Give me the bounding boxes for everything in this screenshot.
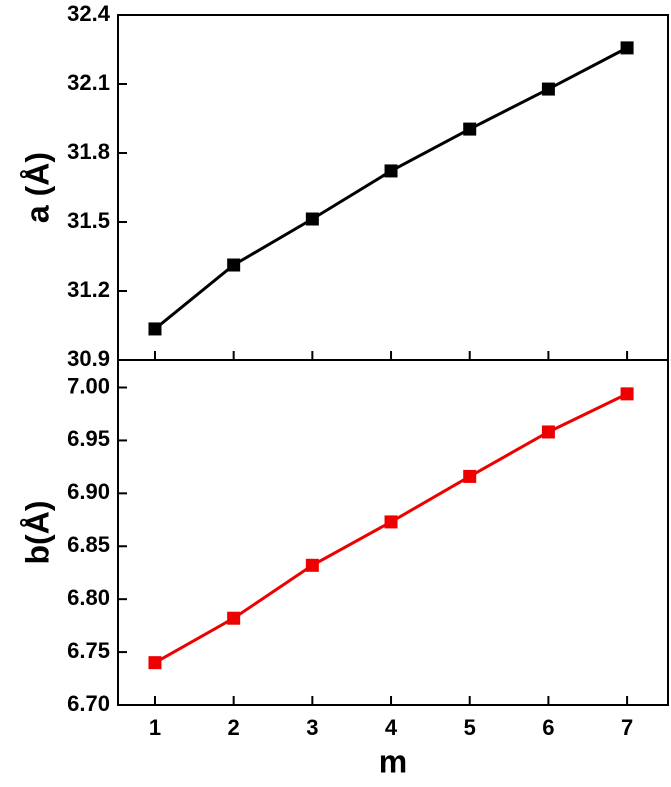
- x-tick-label: 4: [385, 715, 398, 740]
- y-tick-label: 30.9: [67, 346, 110, 371]
- x-tick-label: 2: [228, 715, 240, 740]
- y-axis-label: b(Å): [19, 501, 55, 565]
- marker: [620, 387, 634, 401]
- marker: [227, 611, 241, 625]
- marker: [227, 258, 241, 272]
- plot-frame: [117, 14, 669, 361]
- marker: [148, 322, 162, 336]
- marker: [620, 41, 634, 55]
- marker: [384, 515, 398, 529]
- y-tick-label: 6.75: [67, 638, 110, 663]
- y-tick-label: 6.70: [67, 691, 110, 716]
- y-tick-label: 6.80: [67, 585, 110, 610]
- marker: [384, 164, 398, 178]
- x-tick-label: 6: [542, 715, 554, 740]
- marker: [463, 122, 477, 136]
- x-tick-label: 5: [464, 715, 476, 740]
- marker: [463, 469, 477, 483]
- plot-frame: [117, 359, 669, 706]
- x-tick-label: 3: [306, 715, 318, 740]
- y-tick-label: 31.2: [67, 277, 110, 302]
- series-line: [154, 46, 628, 331]
- marker: [541, 82, 555, 96]
- y-tick-label: 6.90: [67, 479, 110, 504]
- y-axis-label: a (Å): [19, 152, 55, 223]
- y-tick-label: 31.8: [67, 139, 110, 164]
- marker: [305, 212, 319, 226]
- marker: [541, 425, 555, 439]
- y-tick-label: 6.85: [67, 532, 110, 557]
- marker: [148, 656, 162, 670]
- x-axis-label: m: [379, 743, 407, 779]
- y-tick-label: 6.95: [67, 426, 110, 451]
- y-tick-label: 31.5: [67, 208, 110, 233]
- x-tick-label: 1: [149, 715, 161, 740]
- x-tick-label: 7: [621, 715, 633, 740]
- marker: [305, 558, 319, 572]
- y-tick-label: 32.1: [67, 70, 110, 95]
- y-tick-label: 32.4: [67, 1, 111, 26]
- y-tick-label: 7.00: [67, 373, 110, 398]
